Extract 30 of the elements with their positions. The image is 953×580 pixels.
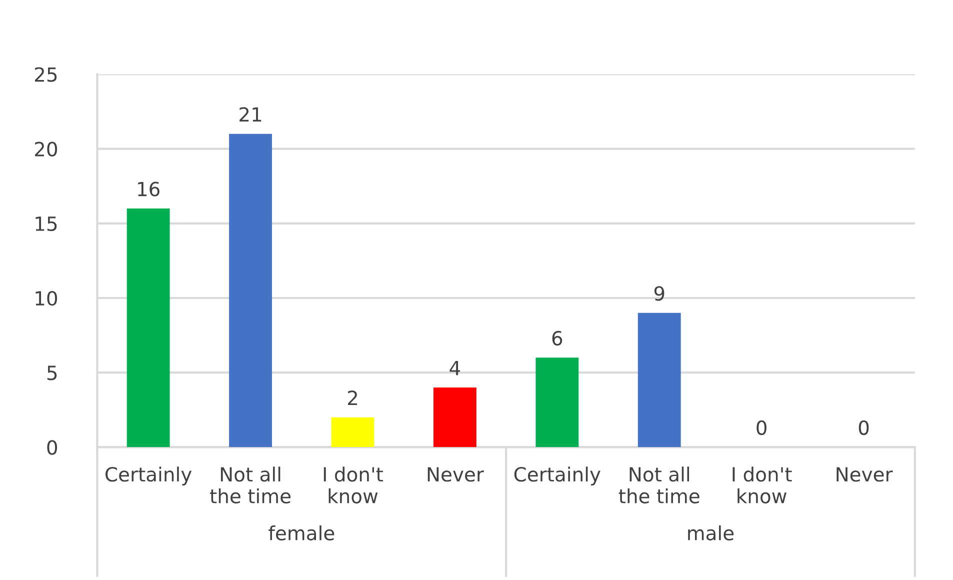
bar — [638, 312, 681, 448]
data-label: 2 — [348, 390, 357, 405]
y-tick-label: 15 — [36, 216, 57, 232]
x-tick-label: I don't know — [732, 466, 792, 504]
bar — [433, 388, 476, 448]
data-label: 16 — [138, 182, 160, 196]
bar — [126, 208, 170, 448]
y-tick-label: 25 — [35, 67, 57, 82]
x-tick-label: Never — [836, 467, 893, 482]
data-label: 6 — [552, 330, 562, 346]
data-label: 21 — [240, 107, 262, 122]
bar — [536, 358, 579, 448]
bar — [229, 134, 272, 448]
x-tick-label: I don't know — [324, 466, 383, 504]
data-label: 0 — [858, 420, 869, 436]
x-tick-label: Not all the time — [618, 466, 700, 504]
y-tick-label: 10 — [36, 290, 58, 306]
y-tick-label: 20 — [35, 142, 58, 156]
y-tick-label: 0 — [47, 440, 58, 455]
data-label: 9 — [654, 286, 664, 301]
x-tick-label: Not all the time — [210, 466, 290, 504]
x-tick-label: Never — [428, 467, 484, 482]
bar — [331, 417, 374, 448]
data-label: 4 — [450, 360, 460, 376]
data-label: 0 — [756, 420, 766, 436]
text: male — [688, 525, 734, 540]
x-tick-label: Certainly — [514, 466, 600, 486]
text: female — [268, 525, 334, 540]
x-tick-label: Certainly — [106, 466, 192, 486]
y-tick-label: 5 — [47, 366, 57, 380]
